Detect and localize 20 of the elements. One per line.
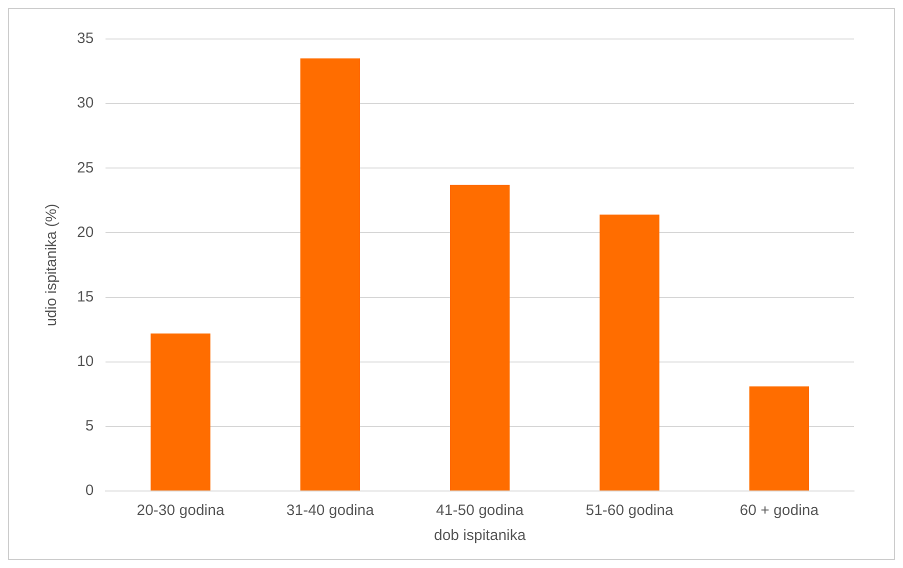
x-tick-label: 41-50 godina — [436, 502, 524, 520]
bar — [300, 58, 360, 490]
y-tick-label: 25 — [76, 159, 94, 176]
y-axis-title: udio ispitanika (%) — [43, 204, 60, 326]
bar — [450, 184, 510, 490]
x-axis-title: dob ispitanika — [434, 527, 526, 544]
bar — [600, 214, 660, 490]
x-tick-label: 60 + godina — [740, 502, 820, 520]
bar — [749, 386, 810, 490]
x-tick-label: 31-40 godina — [286, 502, 375, 520]
x-tick-label: 51-60 godina — [586, 502, 674, 520]
y-tick-label: 30 — [76, 94, 94, 112]
bar — [150, 333, 210, 490]
y-tick-label: 10 — [76, 353, 94, 370]
y-tick-label: 35 — [76, 30, 94, 48]
y-tick-label: 15 — [76, 288, 94, 306]
y-tick-label: 0 — [85, 482, 94, 500]
y-tick-label: 20 — [76, 224, 94, 241]
y-tick-label: 5 — [85, 418, 94, 435]
x-tick-label: 20-30 godina — [136, 502, 225, 520]
